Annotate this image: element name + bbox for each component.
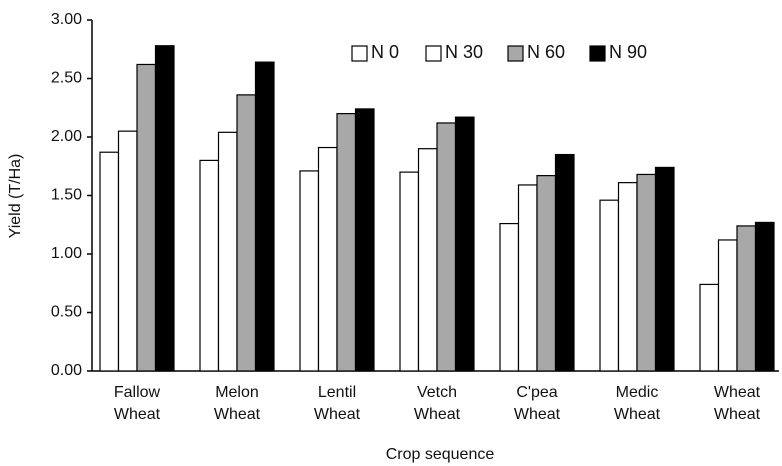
x-tick-label: Wheat Wheat [713,384,761,423]
bar [217,131,238,372]
x-tick-label: Fallow Wheat [113,384,161,423]
legend-swatch [507,45,524,62]
x-tick-label: Lentil Wheat [313,384,361,423]
y-tick-label: 1.50 [51,187,82,204]
bar [536,175,557,372]
y-axis-label: Yield (T/Ha) [7,154,24,239]
bar [417,148,438,372]
bar [617,182,638,372]
bar [699,283,720,372]
bar [717,239,738,372]
bar [754,221,775,372]
bar [354,108,375,372]
bar [254,61,275,372]
legend-swatch [425,45,442,62]
bar [436,122,457,372]
legend-label: N 0 [371,42,399,62]
bar [599,199,620,372]
y-tick-label: 3.00 [51,11,82,28]
legend-swatch [589,45,606,62]
y-tick-label: 2.00 [51,128,82,145]
x-tick-label: Medic Wheat [613,384,661,423]
y-tick-label: 0.50 [51,304,82,321]
bar [636,173,657,372]
bar [99,151,120,372]
bar [736,225,757,372]
bar [654,166,675,372]
bar [454,116,475,372]
x-tick-label: Melon Wheat [213,384,261,423]
bar [117,130,138,372]
bar [554,153,575,372]
legend-label: N 60 [527,42,565,62]
legend-swatch [351,45,368,62]
legend-label: N 30 [445,42,483,62]
legend-label: N 90 [609,42,647,62]
bar [236,94,257,372]
bar [517,184,538,372]
bar [136,63,157,372]
bar [299,170,320,372]
y-tick-label: 1.00 [51,245,82,262]
x-tick-label: Vetch Wheat [413,384,461,423]
bar [336,112,357,372]
bar [499,222,520,372]
x-axis-label: Crop sequence [386,446,495,463]
y-tick-label: 2.50 [51,70,82,87]
bar [399,171,420,372]
x-tick-label: C'pea Wheat [513,384,561,423]
bar [317,146,338,372]
y-tick-label: 0.00 [51,362,82,379]
bar [154,45,175,372]
bar [199,159,220,372]
